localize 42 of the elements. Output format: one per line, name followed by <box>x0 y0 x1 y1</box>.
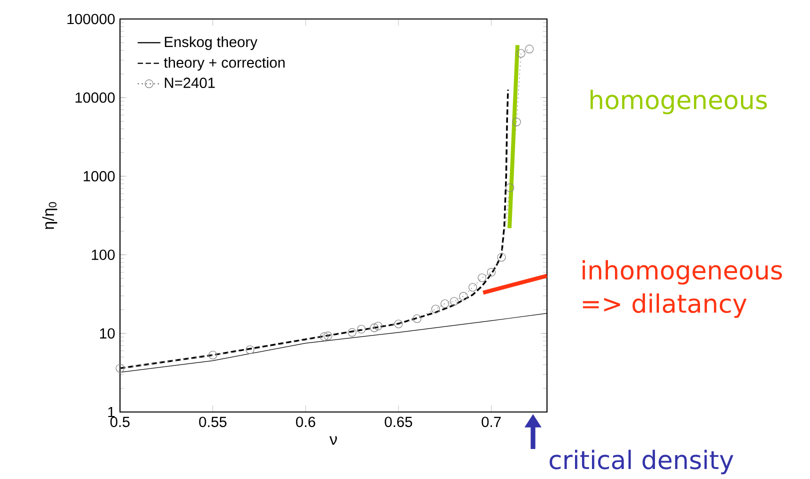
point <box>512 118 521 126</box>
point <box>370 323 379 332</box>
legend-label: Enskog theory <box>164 36 258 50</box>
point <box>440 299 450 308</box>
y-tick-label: 100000 <box>67 14 115 24</box>
point <box>431 304 440 314</box>
y-tick-label: 1 <box>108 406 115 418</box>
y-tick-label: 10 <box>100 328 115 339</box>
point <box>116 364 124 373</box>
x-tick-label: 0.65 <box>384 416 412 428</box>
x-tick-label: 0.7 <box>482 416 501 428</box>
text: inhomogeneous => dilatancy <box>582 260 782 318</box>
point <box>486 268 496 277</box>
y-tick-label: 1000 <box>84 171 115 182</box>
y-axis-title: η/η$_{0}$ <box>42 202 58 230</box>
y-tick-label: 10000 <box>76 92 115 103</box>
point <box>324 332 332 340</box>
legend-label: N=2401 <box>164 78 215 88</box>
x-axis-title: ν <box>330 436 337 445</box>
point <box>357 324 366 334</box>
point <box>208 350 218 360</box>
y-tick-label: 100 <box>92 250 115 260</box>
point <box>450 296 459 306</box>
point <box>525 44 534 54</box>
x-tick-label: 0.55 <box>199 416 226 428</box>
legend-label: theory + correction <box>164 57 285 71</box>
point <box>459 292 468 301</box>
point <box>320 332 329 341</box>
point <box>516 48 526 58</box>
x-tick-label: 0.6 <box>296 416 316 428</box>
point <box>246 345 254 354</box>
text: critical density <box>550 450 734 474</box>
point <box>497 252 506 262</box>
point <box>412 314 422 323</box>
point <box>468 282 478 292</box>
point <box>348 328 356 337</box>
point <box>374 322 382 330</box>
point <box>506 183 514 192</box>
text: homogeneous <box>590 90 767 114</box>
x-tick-label: 0.5 <box>110 416 130 428</box>
point <box>394 320 403 328</box>
point <box>478 273 486 282</box>
